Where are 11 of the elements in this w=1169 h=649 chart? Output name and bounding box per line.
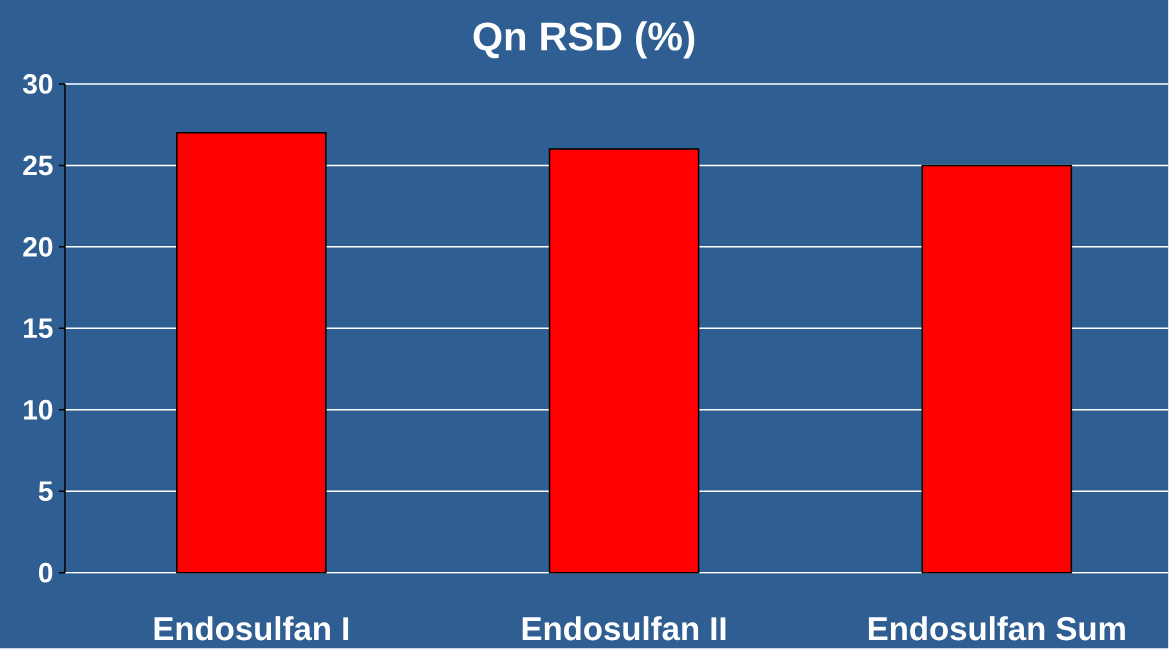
y-tick-label: 0 [38,562,53,583]
x-tick-label: Endosulfan II [522,616,726,641]
x-tick-label: Endosulfan Sum [868,616,1125,641]
y-tick-label: 20 [23,237,53,257]
x-tick-label: Endosulfan I [154,616,349,641]
y-tick-label: 30 [22,74,53,95]
y-tick-label: 15 [24,318,53,339]
y-tick-label: 25 [23,155,53,176]
y-tick-label: 10 [24,400,53,420]
chart-title: Qn RSD (%) [473,21,695,59]
y-tick-label: 5 [38,481,53,502]
